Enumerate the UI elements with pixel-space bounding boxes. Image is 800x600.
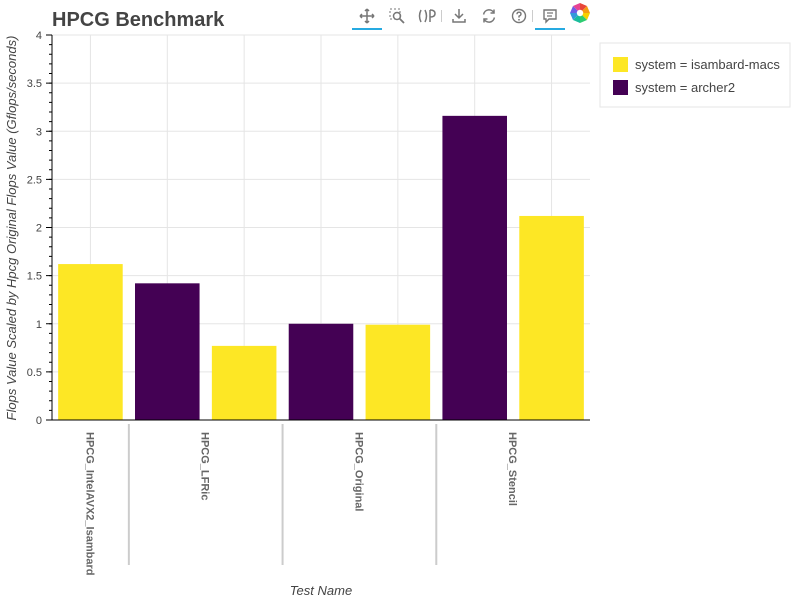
- legend-swatch-archer2: [613, 80, 628, 95]
- legend-label-isambard-macs: system = isambard-macs: [635, 57, 780, 72]
- bar-HPCG_Original-archer2[interactable]: [289, 324, 354, 420]
- reset-tool-button[interactable]: [474, 4, 504, 28]
- help-tool-button[interactable]: [504, 4, 534, 28]
- pan-tool-button[interactable]: [352, 4, 382, 30]
- save-tool-button[interactable]: [444, 4, 474, 28]
- y-tick-label: 2: [36, 223, 42, 235]
- bar-HPCG_Stencil-archer2[interactable]: [442, 116, 507, 420]
- wheel-zoom-tool-button[interactable]: [412, 4, 442, 28]
- y-tick-label: 3: [36, 126, 42, 138]
- hover-tool-button[interactable]: [535, 4, 565, 30]
- x-tick-label: HPCG_LFRic: [199, 432, 211, 500]
- y-tick-label: 4: [36, 30, 42, 42]
- y-ticks: 0 0.5 1 1.5 2 2.5 3 3.5 4: [27, 30, 42, 427]
- bar-HPCG_IntelAVX2_Isambard-isambard-macs[interactable]: [58, 264, 123, 420]
- reset-icon: [481, 8, 497, 24]
- x-tick-label: HPCG_IntelAVX2_Isambard: [83, 432, 95, 575]
- y-tick-label: 0.5: [27, 367, 42, 379]
- bar-HPCG_LFRic-archer2[interactable]: [135, 283, 200, 420]
- bokeh-logo-link[interactable]: [565, 1, 595, 25]
- wheel-zoom-icon: [417, 8, 437, 24]
- x-axis-label: Test Name: [290, 583, 352, 598]
- y-tick-label: 2.5: [27, 174, 42, 186]
- help-icon: [511, 8, 527, 24]
- legend-label-archer2: system = archer2: [635, 80, 735, 95]
- legend-box: [600, 43, 790, 107]
- y-tick-label: 1: [36, 319, 42, 331]
- x-ticks: HPCG_IntelAVX2_Isambard HPCG_LFRic HPCG_Or…: [83, 424, 518, 575]
- x-tick-label: HPCG_Stencil: [506, 432, 518, 506]
- legend: system = isambard-macs system = archer2: [600, 43, 790, 107]
- bar-HPCG_Original-isambard-macs[interactable]: [366, 325, 431, 420]
- toolbar-divider: [441, 10, 442, 22]
- toolbar-divider: [532, 10, 533, 22]
- y-axis-label: Flops Value Scaled by Hpcg Original Flop…: [4, 36, 19, 421]
- y-tick-label: 1.5: [27, 271, 42, 283]
- box-zoom-tool-button[interactable]: [382, 4, 412, 28]
- save-icon: [451, 8, 467, 24]
- hover-icon: [542, 8, 558, 24]
- legend-swatch-isambard-macs: [613, 57, 628, 72]
- y-tick-label: 3.5: [27, 78, 42, 90]
- chart-title: HPCG Benchmark: [52, 9, 225, 31]
- bar-HPCG_LFRic-isambard-macs[interactable]: [212, 346, 277, 420]
- box-zoom-icon: [389, 8, 405, 24]
- bar-HPCG_Stencil-isambard-macs[interactable]: [519, 216, 584, 420]
- pan-icon: [359, 8, 375, 24]
- x-tick-label: HPCG_Original: [352, 432, 364, 511]
- bokeh-logo: [568, 1, 592, 25]
- y-tick-label: 0: [36, 415, 42, 427]
